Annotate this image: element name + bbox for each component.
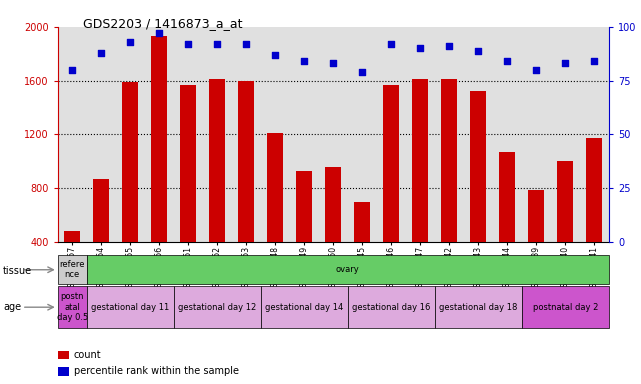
Bar — [326, 167, 341, 242]
Text: gestational day 11: gestational day 11 — [91, 303, 169, 312]
Bar — [383, 85, 399, 242]
Point — [96, 50, 106, 56]
Point — [473, 48, 483, 54]
Bar — [587, 138, 603, 242]
Bar — [261, 286, 348, 328]
Point — [531, 67, 542, 73]
Bar — [348, 286, 435, 328]
Bar — [296, 170, 312, 242]
Text: ovary: ovary — [336, 265, 360, 274]
Text: GDS2203 / 1416873_a_at: GDS2203 / 1416873_a_at — [83, 17, 243, 30]
Text: age: age — [3, 302, 21, 312]
Bar — [58, 286, 87, 328]
Bar — [435, 286, 522, 328]
Bar — [470, 91, 487, 242]
Bar — [151, 36, 167, 242]
Point — [387, 41, 397, 47]
Bar — [58, 367, 69, 376]
Point — [415, 45, 426, 51]
Point — [67, 67, 78, 73]
Point — [183, 41, 194, 47]
Bar — [174, 286, 261, 328]
Bar — [354, 202, 370, 242]
Text: gestational day 18: gestational day 18 — [439, 303, 517, 312]
Text: gestational day 16: gestational day 16 — [352, 303, 431, 312]
Bar — [267, 133, 283, 242]
Point — [125, 39, 135, 45]
Bar — [522, 286, 609, 328]
Bar — [442, 79, 458, 242]
Bar — [412, 79, 428, 242]
Text: gestational day 12: gestational day 12 — [178, 303, 256, 312]
Bar — [58, 351, 69, 359]
Point — [212, 41, 222, 47]
Text: tissue: tissue — [3, 266, 32, 276]
Bar — [209, 79, 225, 242]
Bar — [528, 190, 544, 242]
Text: postn
atal
day 0.5: postn atal day 0.5 — [56, 292, 88, 322]
Bar — [93, 179, 109, 242]
Point — [444, 43, 454, 49]
Bar — [87, 286, 174, 328]
Bar — [558, 161, 574, 242]
Bar — [64, 231, 80, 242]
Point — [503, 58, 513, 65]
Point — [270, 52, 280, 58]
Point — [241, 41, 251, 47]
Text: postnatal day 2: postnatal day 2 — [533, 303, 598, 312]
Point — [154, 30, 164, 36]
Text: percentile rank within the sample: percentile rank within the sample — [74, 366, 238, 376]
Bar — [238, 81, 254, 242]
Point — [328, 60, 338, 66]
Bar — [499, 152, 515, 242]
Text: gestational day 14: gestational day 14 — [265, 303, 344, 312]
Point — [357, 69, 367, 75]
Point — [299, 58, 310, 65]
Point — [589, 58, 599, 65]
Bar — [122, 82, 138, 242]
Point — [560, 60, 570, 66]
Bar — [180, 85, 196, 242]
Bar — [58, 255, 87, 284]
Text: refere
nce: refere nce — [60, 260, 85, 280]
Text: count: count — [74, 350, 101, 360]
